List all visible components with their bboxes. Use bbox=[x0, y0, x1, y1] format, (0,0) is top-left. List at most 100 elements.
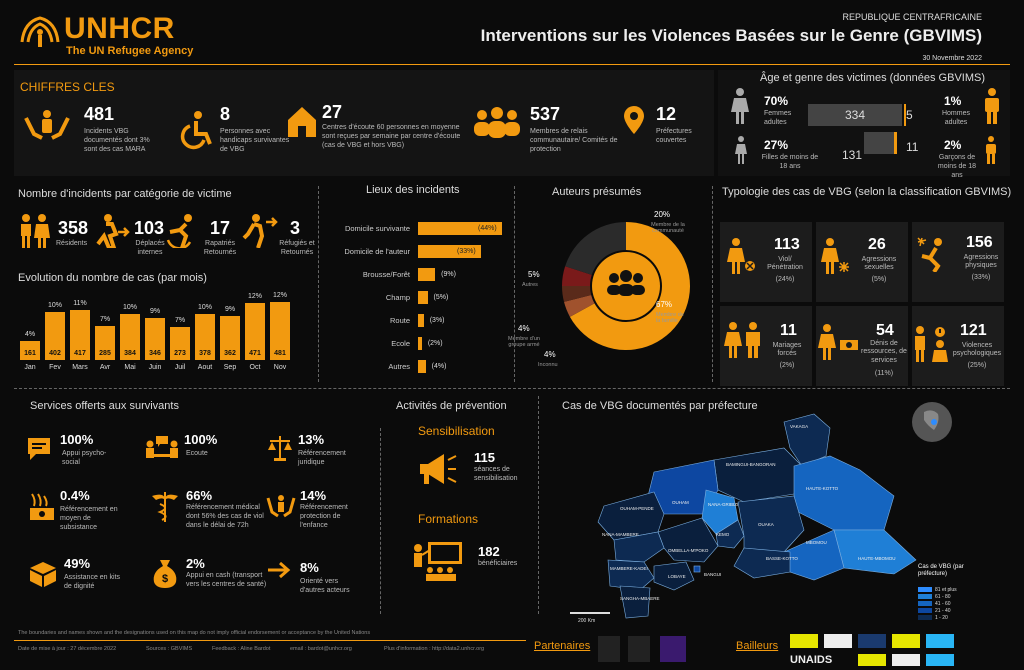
map-label-nana-mambere: NANA-MAMBERE bbox=[602, 532, 639, 537]
psychological-pct: (25%) bbox=[967, 362, 987, 369]
denial-pct: (11%) bbox=[874, 370, 894, 377]
donor-logo-8 bbox=[926, 654, 954, 666]
kf-disabled-value: 8 bbox=[220, 104, 231, 124]
evo-bar bbox=[20, 340, 40, 360]
location-label: Ecole bbox=[391, 339, 410, 348]
location-bar bbox=[418, 268, 436, 281]
country-name: REPUBLIQUE CENTRAFRICAINE bbox=[842, 12, 982, 22]
men-label: Hommes adultes bbox=[941, 110, 970, 126]
footer-info-link[interactable]: Plus d'information : http://data2.unhcr.… bbox=[384, 646, 485, 652]
returnees-label: Rapatriés Retournés bbox=[203, 240, 237, 256]
svc-dignity-pct: 49% bbox=[64, 556, 91, 571]
kf-members-label: Membres de relais communautaire/ Comités… bbox=[530, 128, 618, 153]
kf-prefectures-label: Préfectures couvertes bbox=[656, 128, 692, 144]
svc-medical-pct: 66% bbox=[186, 488, 213, 503]
svc-child-pct: 14% bbox=[300, 488, 327, 503]
evo-month-label: Sep bbox=[223, 364, 237, 371]
map-label-ouaka: OUAKA bbox=[758, 522, 774, 527]
evo-month-label: Mai bbox=[124, 364, 136, 371]
location-label: Champ bbox=[385, 293, 410, 302]
map-mambere-kadei bbox=[607, 559, 655, 591]
refugees-icon bbox=[242, 214, 278, 253]
rape-value: 113 bbox=[774, 236, 800, 253]
map-label-haute-mbomou: HAUTE-MBOMOU bbox=[858, 556, 896, 561]
rape-icon bbox=[726, 238, 756, 279]
location-label: Autres bbox=[388, 362, 410, 371]
boys-value: 11 bbox=[906, 140, 919, 154]
evo-bar-pct: 11% bbox=[73, 299, 87, 307]
evo-bar-pct: 7% bbox=[174, 317, 186, 325]
sexual-assault-pct: (5%) bbox=[871, 276, 887, 283]
svc-listening-pct: 100% bbox=[184, 432, 218, 447]
location-pct: (4%) bbox=[431, 363, 447, 370]
donor-logo-1 bbox=[790, 634, 818, 648]
evo-month-label: Juil bbox=[174, 364, 186, 371]
legend-swatch bbox=[918, 615, 932, 620]
legend-swatch bbox=[918, 601, 932, 606]
logo-name: UNHCR bbox=[64, 12, 175, 45]
denial-resources-icon bbox=[818, 324, 860, 365]
map-basse-kotto bbox=[733, 547, 791, 579]
legend-label: 41 - 60 bbox=[935, 600, 951, 607]
map-label-bamingui: BAMINGUI-BANGORAN bbox=[726, 462, 776, 467]
perpetrators-donut bbox=[546, 206, 716, 371]
psychological-label: Violences psychologiques bbox=[952, 342, 1002, 358]
map-pin-icon bbox=[624, 106, 644, 139]
map-label-ouham: OUHAM bbox=[672, 500, 689, 505]
map-haute-mbomou bbox=[833, 529, 917, 575]
evo-bar bbox=[245, 303, 265, 360]
evo-bar-value: 161 bbox=[24, 350, 36, 357]
evolution-title: Evolution du nombre de cas (par mois) bbox=[18, 272, 207, 284]
evo-bar-pct: 10% bbox=[122, 303, 137, 311]
megaphone-icon bbox=[418, 452, 458, 491]
training-value: 182 bbox=[478, 544, 500, 559]
perp-family-pct: 67% bbox=[656, 300, 673, 309]
training-class-icon bbox=[410, 540, 466, 587]
boys-pct: 2% bbox=[944, 138, 962, 152]
evo-bar bbox=[145, 318, 165, 360]
evo-bar bbox=[220, 316, 240, 360]
evo-bar-value: 384 bbox=[124, 350, 136, 357]
boy-icon bbox=[984, 136, 998, 169]
map-label-ouham-pende: OUHAM-PENDE bbox=[620, 506, 654, 511]
evo-bar bbox=[70, 309, 90, 360]
forced-marriage-value: 11 bbox=[780, 322, 797, 339]
unaids-logo-text: UNAIDS bbox=[790, 654, 833, 666]
svg-text:$: $ bbox=[162, 573, 168, 585]
map-haute-kotto bbox=[793, 455, 895, 531]
location-bar bbox=[418, 360, 426, 373]
location-pct: (2%) bbox=[427, 340, 443, 347]
perp-unknown-label: Inconnu bbox=[538, 362, 558, 368]
evo-month-label: Avr bbox=[99, 364, 111, 371]
returnees-icon bbox=[166, 214, 200, 253]
girls-label: Filles de moins de 18 ans bbox=[761, 154, 819, 170]
map-title: Cas de VBG documentés par préfecture bbox=[562, 400, 758, 412]
displaced-icon bbox=[96, 214, 130, 253]
evo-bar-pct: 9% bbox=[224, 306, 236, 314]
child-protection-icon bbox=[266, 490, 296, 525]
map-label-kemo: KEMO bbox=[716, 532, 730, 537]
donor-logo-6 bbox=[858, 654, 886, 666]
perp-armed-pct: 4% bbox=[518, 324, 530, 333]
svc-cash-pct: 2% bbox=[186, 556, 205, 571]
locations-title: Lieux des incidents bbox=[366, 184, 460, 196]
perp-others-pct: 5% bbox=[528, 270, 540, 279]
donut-slice bbox=[562, 286, 592, 302]
map-kemo bbox=[715, 519, 745, 549]
footer-sources: Sources : GBVIMS bbox=[146, 646, 193, 652]
location-pct: (3%) bbox=[429, 317, 445, 324]
residents-value: 358 bbox=[58, 218, 89, 238]
page-title: Interventions sur les Violences Basées s… bbox=[480, 26, 982, 45]
perp-unknown-pct: 4% bbox=[544, 350, 556, 359]
location-label: Brousse/Forêt bbox=[362, 270, 410, 279]
divider bbox=[380, 428, 381, 614]
map-scale-label: 200 Km bbox=[578, 618, 596, 624]
wheelchair-icon bbox=[176, 110, 216, 155]
evo-bar bbox=[45, 311, 65, 360]
woman-icon bbox=[730, 88, 750, 129]
evo-month-label: Fev bbox=[49, 364, 61, 371]
hands-person-icon bbox=[24, 104, 70, 149]
svc-child-label: Référencement protection de l'enfance bbox=[300, 504, 348, 529]
rape-pct: (24%) bbox=[775, 276, 795, 283]
training-title: Formations bbox=[418, 512, 479, 526]
